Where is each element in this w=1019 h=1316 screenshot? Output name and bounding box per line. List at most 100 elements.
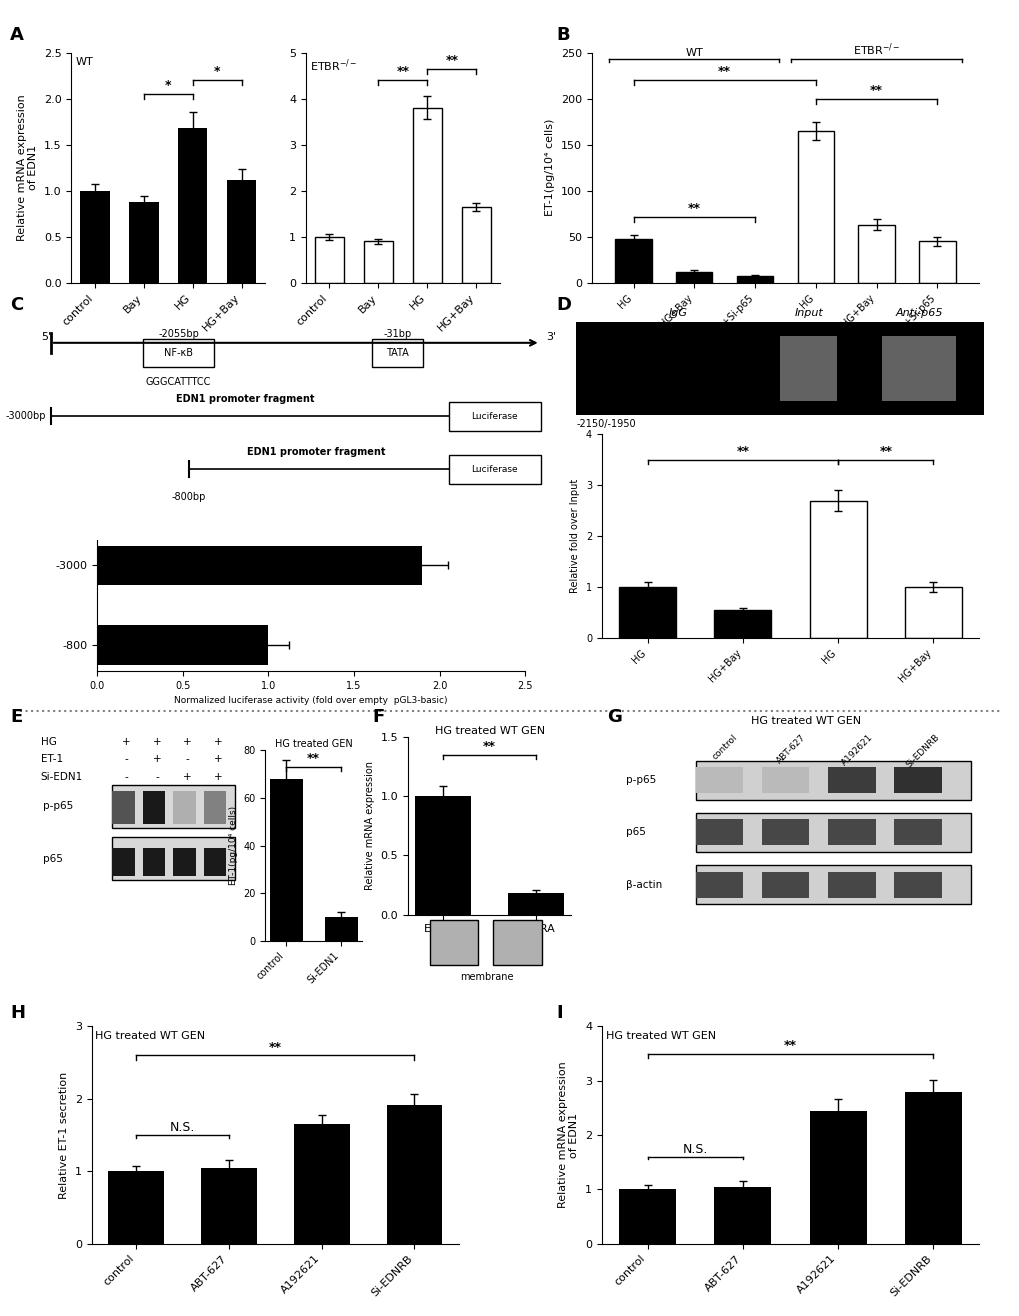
Bar (364, 242, 392, 283)
Text: WT: WT (685, 49, 702, 58)
Bar (893, 767, 941, 794)
Bar (904, 587, 961, 638)
Bar (97, 546, 422, 586)
Bar (81, 191, 109, 283)
Text: **: ** (784, 1038, 796, 1051)
Text: **: ** (307, 753, 320, 766)
Text: EDN1 promoter fragment: EDN1 promoter fragment (247, 447, 385, 457)
Text: p65: p65 (43, 854, 62, 863)
Text: -: - (185, 754, 190, 765)
Bar (695, 865, 970, 904)
Text: WT: WT (75, 58, 93, 67)
Bar (386, 1104, 442, 1244)
Bar (204, 848, 226, 876)
Bar (695, 820, 743, 845)
Bar (143, 338, 214, 367)
Bar (809, 1111, 866, 1244)
Bar (372, 338, 423, 367)
Text: G: G (606, 708, 622, 726)
Text: Luciferase: Luciferase (471, 465, 518, 474)
Bar (827, 767, 874, 794)
Text: **: ** (717, 66, 731, 79)
Text: +: + (214, 737, 222, 747)
Bar (204, 791, 226, 824)
Bar (293, 1124, 350, 1244)
Bar (797, 132, 834, 283)
Bar (761, 871, 809, 898)
Text: HG treated WT GEN: HG treated WT GEN (96, 1030, 206, 1041)
Bar (695, 761, 970, 800)
X-axis label: Normalized luciferase activity (fold over empty  pGL3-basic): Normalized luciferase activity (fold ove… (174, 696, 447, 705)
Text: **: ** (483, 741, 495, 753)
Bar (695, 871, 743, 898)
Bar (462, 207, 490, 283)
Text: +: + (183, 771, 192, 782)
Bar (413, 108, 441, 283)
Bar (904, 1092, 961, 1244)
Text: p65: p65 (626, 828, 645, 837)
Bar (619, 587, 676, 638)
Bar (324, 917, 358, 941)
Text: +: + (214, 754, 222, 765)
Text: membrane: membrane (460, 973, 514, 982)
Text: ETBR$^{-/-}$: ETBR$^{-/-}$ (310, 58, 357, 74)
Text: control: control (710, 733, 739, 761)
Bar (448, 455, 540, 483)
Text: B: B (555, 26, 569, 45)
Bar (619, 1190, 676, 1244)
Bar (143, 848, 165, 876)
Text: ETBR$^{-/-}$: ETBR$^{-/-}$ (852, 42, 900, 58)
Text: Luciferase: Luciferase (471, 412, 518, 421)
Bar (893, 820, 941, 845)
Text: 5': 5' (41, 332, 51, 342)
Text: IgG: IgG (668, 308, 687, 317)
Text: N.S.: N.S. (170, 1121, 196, 1134)
Text: F: F (372, 708, 384, 726)
Bar (507, 894, 564, 915)
Text: TATA: TATA (386, 347, 409, 358)
Bar (761, 820, 809, 845)
Bar (676, 272, 712, 283)
Bar (695, 767, 743, 794)
Text: 3': 3' (545, 332, 555, 342)
Text: +: + (153, 754, 161, 765)
Y-axis label: Relative mRNA expression
of EDN1: Relative mRNA expression of EDN1 (16, 95, 39, 241)
Text: -31bp: -31bp (383, 329, 412, 338)
Text: Si-EDN1: Si-EDN1 (41, 771, 83, 782)
Text: Si-EDNRB: Si-EDNRB (904, 733, 941, 770)
Bar (448, 401, 540, 430)
Bar (315, 237, 343, 283)
Text: H: H (10, 1004, 25, 1023)
Bar (827, 820, 874, 845)
Text: **: ** (878, 445, 892, 458)
Text: I: I (555, 1004, 561, 1023)
Text: N.S.: N.S. (682, 1144, 707, 1157)
Y-axis label: ET-1(pg/10⁴ cells): ET-1(pg/10⁴ cells) (545, 120, 554, 216)
Text: **: ** (445, 54, 458, 67)
Bar (827, 871, 874, 898)
Text: C: C (10, 296, 23, 315)
Bar (112, 791, 135, 824)
Text: -800bp: -800bp (171, 492, 206, 501)
Bar (415, 796, 471, 915)
Text: **: ** (687, 201, 700, 215)
Bar (108, 1171, 164, 1244)
Text: **: ** (396, 66, 409, 79)
Y-axis label: Relative mRNA expression
of EDN1: Relative mRNA expression of EDN1 (557, 1062, 579, 1208)
Title: HG treated WT GEN: HG treated WT GEN (434, 726, 544, 736)
Bar (736, 275, 772, 283)
Bar (178, 128, 207, 283)
Text: D: D (555, 296, 571, 315)
Text: E: E (10, 708, 22, 726)
Text: **: ** (736, 445, 749, 458)
Text: Input: Input (794, 308, 822, 317)
Bar (893, 871, 941, 898)
Bar (761, 767, 809, 794)
Y-axis label: ET-1(pg/10⁴ cells): ET-1(pg/10⁴ cells) (228, 805, 237, 886)
Text: -: - (124, 754, 128, 765)
Text: -2150/-1950: -2150/-1950 (576, 418, 635, 429)
Title: HG treated GEN: HG treated GEN (274, 740, 353, 749)
Text: +: + (214, 771, 222, 782)
Text: EDN1 promoter fragment: EDN1 promoter fragment (175, 393, 314, 404)
Text: NF-κB: NF-κB (164, 347, 193, 358)
